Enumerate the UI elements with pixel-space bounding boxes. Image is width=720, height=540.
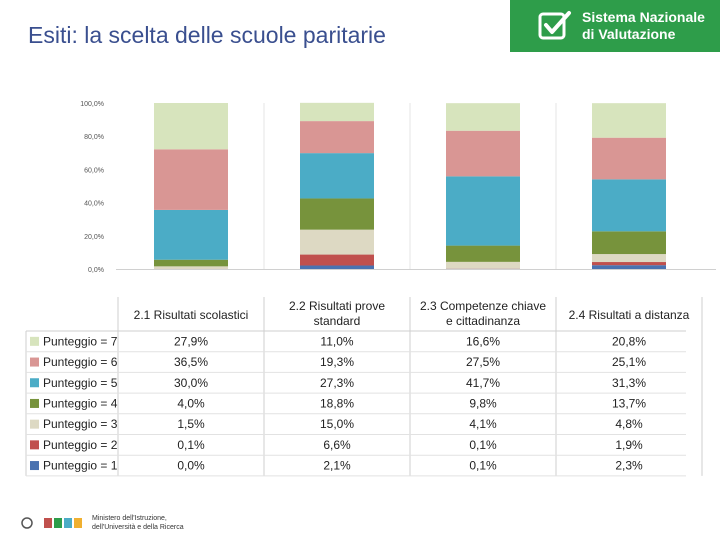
data-label: 41,7% [466,376,500,390]
data-label: 19,3% [320,355,354,369]
x-category-label: 2.3 Competenze chiave [420,299,546,313]
bar-segment [592,265,666,269]
data-label: 2,3% [615,459,643,473]
y-tick-label: 80,0% [84,134,104,141]
x-category-label: 2.1 Risultati scolastici [134,308,249,322]
data-label: 16,6% [466,334,500,348]
bar-segment [300,265,374,269]
data-label: 4,0% [177,396,205,410]
data-label: 0,0% [177,459,205,473]
bar-segment [592,137,666,180]
legend-label: Punteggio = 3 [43,417,118,431]
ministry-logos [20,515,84,531]
bar-segment [446,103,520,131]
bar-segment [300,102,374,122]
data-label: 25,1% [612,355,646,369]
data-label: 9,8% [469,396,497,410]
data-label: 18,8% [320,396,354,410]
bar-segment [300,254,374,266]
ministry-emblem-icon [21,517,82,529]
legend-swatch [30,461,39,471]
y-tick-label: 0,0% [88,267,104,274]
footer-line-1: Ministero dell'Istruzione, [92,515,167,522]
y-tick-label: 100,0% [80,101,104,108]
data-label: 1,9% [615,438,643,452]
bar-segment [446,130,520,177]
bar-segment [300,121,374,154]
data-label: 4,1% [469,417,497,431]
legend-swatch [30,357,39,367]
bar-segment [300,229,374,255]
ministry-footer: Ministero dell'Istruzione, dell'Universi… [92,514,184,532]
bar-segment [154,266,228,269]
y-tick-label: 40,0% [84,201,104,208]
y-tick-label: 60,0% [84,167,104,174]
legend-swatch [30,378,39,388]
data-label: 2,1% [323,459,351,473]
x-category-label: 2.4 Risultati a distanza [569,308,690,322]
checkbox-check-icon [538,11,571,40]
data-label: 15,0% [320,417,354,431]
x-category-label: standard [314,314,361,328]
bar-segment [300,153,374,199]
x-category-label: 2.2 Risultati prove [289,299,385,313]
data-label: 30,0% [174,376,208,390]
page-title: Esiti: la scelta delle scuole paritarie [28,22,386,48]
legend-swatch [30,440,39,450]
legend-label: Punteggio = 5 [43,376,118,390]
bar-segment [592,262,666,266]
data-label: 0,1% [469,438,497,452]
data-label: 0,1% [177,438,205,452]
snv-logo-badge: Sistema Nazionale di Valutazione [510,0,720,52]
x-category-label: e cittadinanza [446,314,520,328]
legend-label: Punteggio = 1 [43,459,118,473]
y-tick-label: 20,0% [84,234,104,241]
data-label: 27,5% [466,355,500,369]
bar-segment [592,179,666,232]
bar-segment [154,103,228,150]
badge-line-2: di Valutazione [582,26,676,42]
data-label: 0,1% [469,459,497,473]
bar-segment [300,198,374,230]
legend-swatch [30,419,39,429]
data-label: 11,0% [320,334,353,348]
data-label: 1,5% [177,417,205,431]
bar-segment [592,254,666,263]
data-label: 20,8% [612,334,646,348]
badge-line-1: Sistema Nazionale [582,9,705,25]
data-label: 6,6% [323,438,351,452]
data-label: 13,7% [612,396,646,410]
bar-segment [446,261,520,269]
bar-segment [592,231,666,255]
data-label: 27,9% [174,334,208,348]
data-label: 31,3% [612,376,646,390]
legend-label: Punteggio = 6 [43,355,118,369]
data-label: 27,3% [320,376,354,390]
legend-swatch [30,398,39,408]
data-label: 4,8% [615,417,643,431]
legend-label: Punteggio = 2 [43,438,118,452]
bar-segment [154,209,228,260]
bar-segment [446,245,520,262]
data-label: 36,5% [174,355,208,369]
footer-line-2: dell'Università e della Ricerca [92,524,184,531]
bar-segment [446,176,520,246]
bar-segment [592,103,666,138]
bar-segment [154,149,228,210]
legend-label: Punteggio = 4 [43,396,118,410]
legend-label: Punteggio = 7 [43,334,118,348]
bar-segment [154,259,228,267]
legend-swatch [30,336,39,346]
